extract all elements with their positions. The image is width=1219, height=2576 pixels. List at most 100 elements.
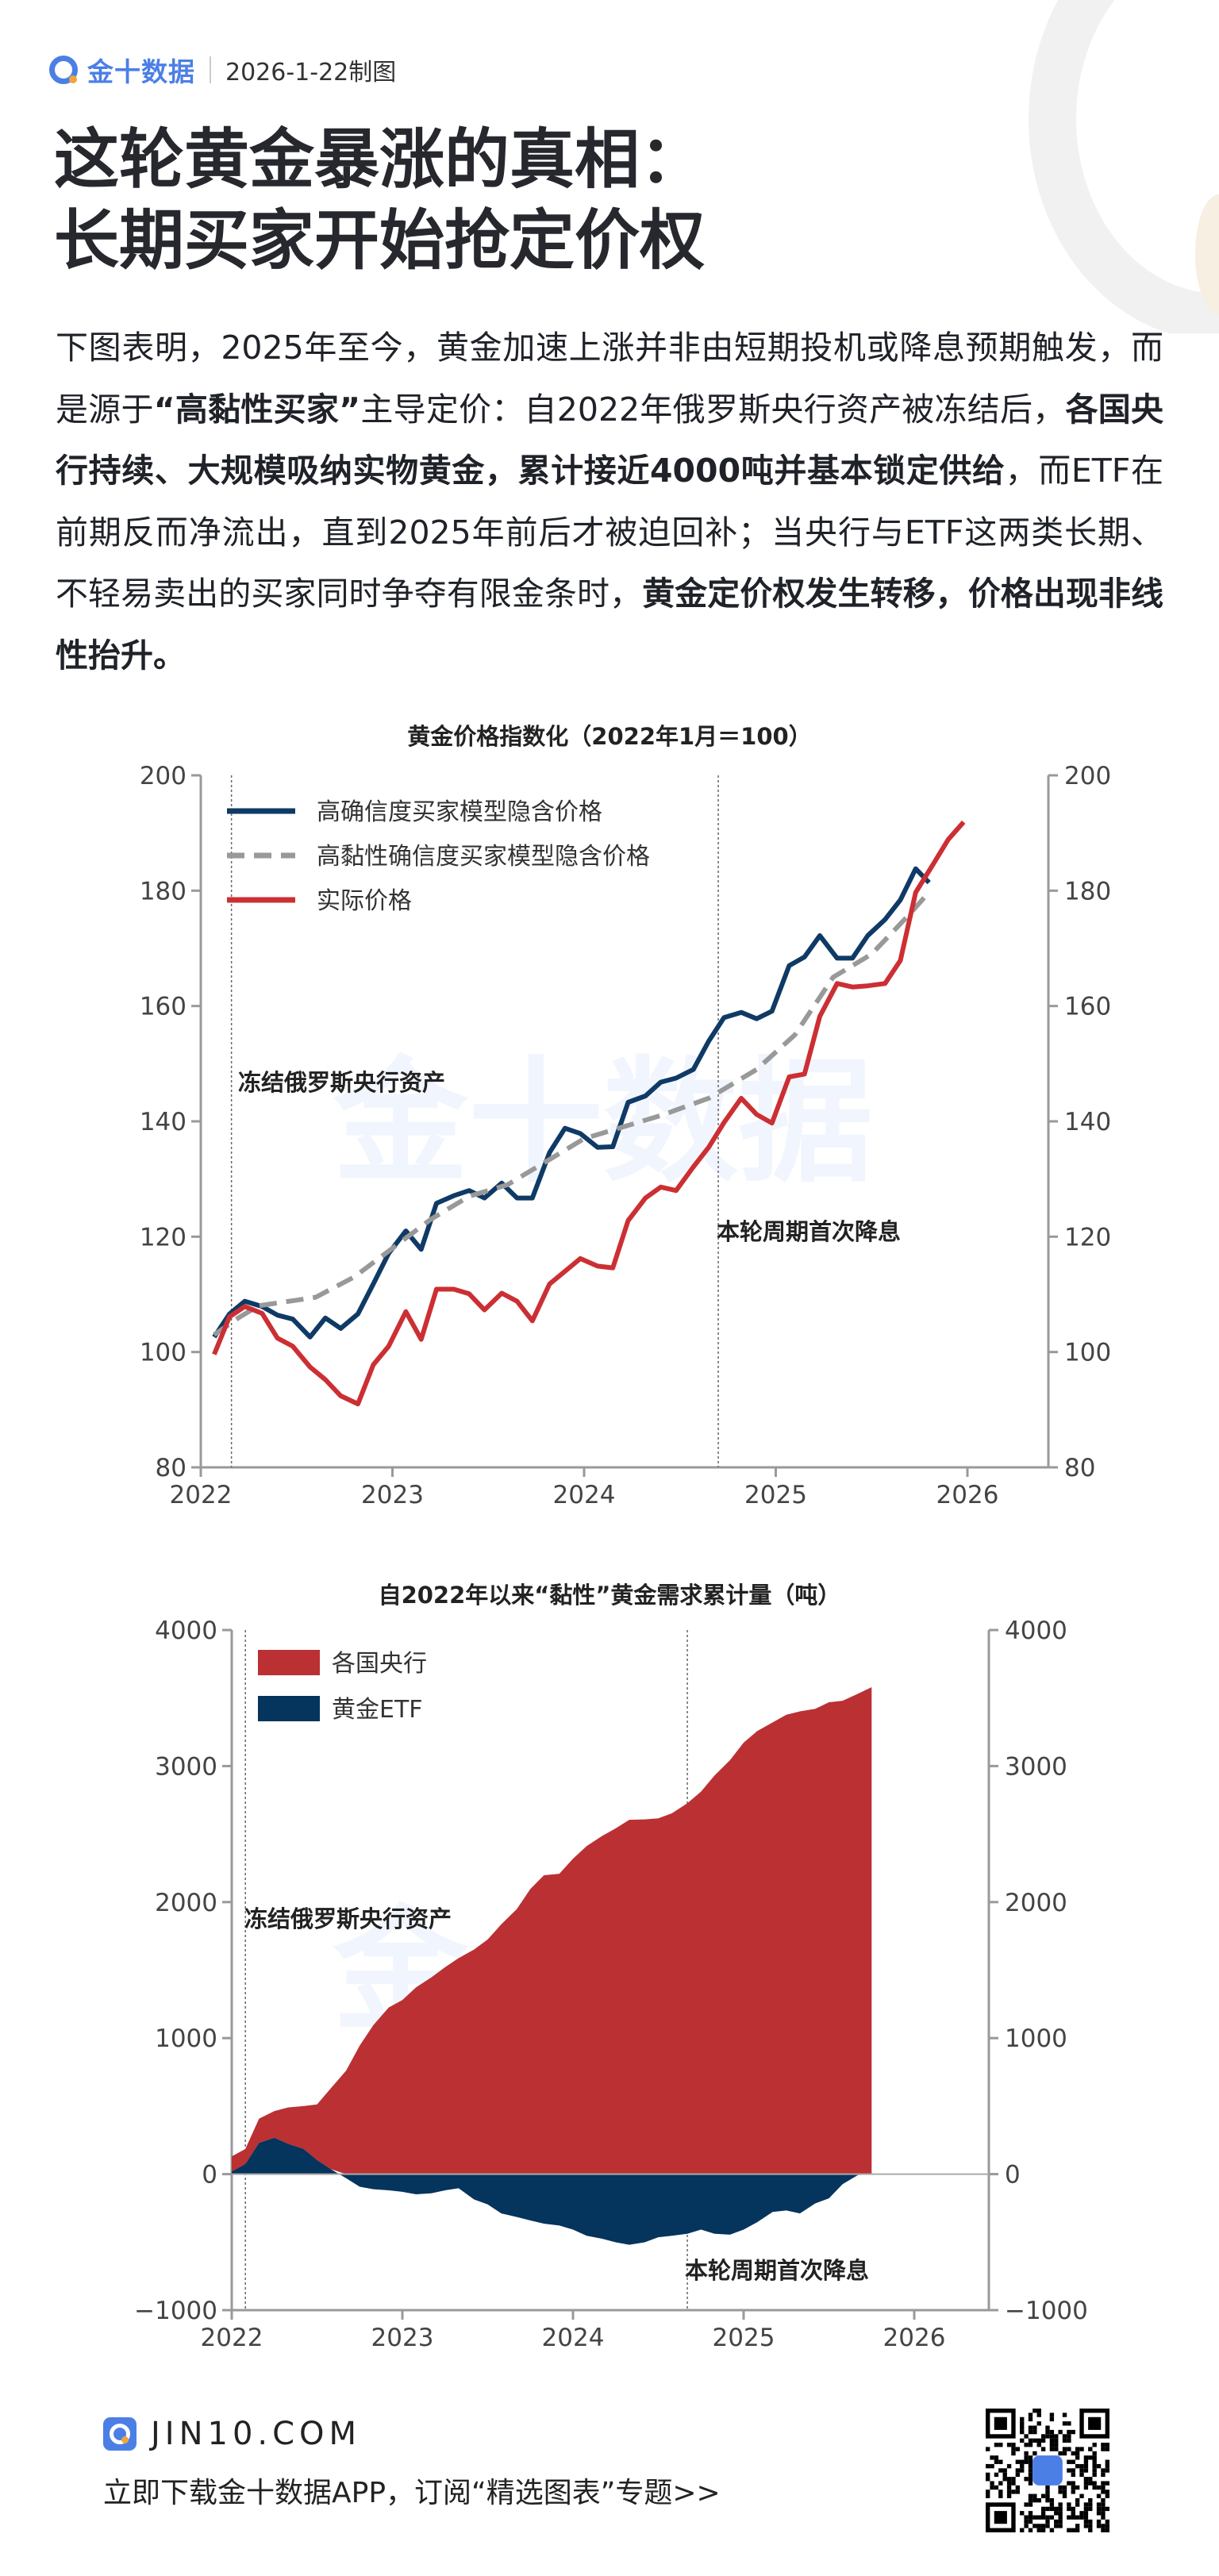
qr-module (1020, 2416, 1025, 2422)
qr-module (1101, 2515, 1106, 2520)
qr-module (1088, 2502, 1093, 2507)
qr-module (1011, 2477, 1016, 2482)
qr-module (1028, 2455, 1033, 2460)
qr-module (1040, 2528, 1046, 2532)
highlight-segment: 黄金定价权发生转移，价格出现非线性抬升。 (56, 575, 1164, 675)
qr-module (1083, 2485, 1089, 2490)
y-tick-label-right: −1000 (1005, 2297, 1088, 2325)
qr-module (1024, 2502, 1029, 2507)
qr-center-logo-icon (1032, 2455, 1063, 2486)
qr-module (1040, 2511, 1046, 2516)
decorative-logo-ring (1029, 0, 1219, 333)
y-tick-label-right: 2000 (1005, 1889, 1067, 1917)
qr-module (1105, 2528, 1109, 2532)
qr-module (990, 2481, 994, 2486)
qr-module (1028, 2416, 1033, 2422)
y-tick-label-right: 120 (1064, 1223, 1111, 1251)
qr-module (1071, 2515, 1075, 2520)
qr-finder (1088, 2416, 1102, 2430)
qr-code[interactable] (986, 2409, 1109, 2532)
qr-module (1028, 2443, 1033, 2447)
decorative-ring (1029, 0, 1219, 333)
legend-swatch (258, 1650, 320, 1675)
x-tick-label: 2025 (744, 1481, 807, 1509)
qr-module (1015, 2489, 1021, 2494)
qr-module (1101, 2485, 1106, 2490)
qr-module (1020, 2425, 1025, 2430)
x-tick-label: 2025 (713, 2324, 775, 2352)
qr-module (1040, 2524, 1046, 2528)
qr-module (1002, 2477, 1007, 2482)
qr-module (1067, 2438, 1071, 2443)
qr-module (1011, 2447, 1016, 2451)
y-tick-label: 200 (140, 762, 187, 790)
qr-module (986, 2489, 990, 2494)
qr-module (1083, 2524, 1089, 2528)
qr-module (1092, 2451, 1097, 2456)
qr-module (1049, 2438, 1055, 2443)
qr-module (1045, 2515, 1050, 2520)
qr-module (1028, 2497, 1033, 2503)
qr-module (1006, 2493, 1012, 2498)
qr-module (1079, 2447, 1084, 2451)
qr-module (1101, 2528, 1106, 2532)
series-line (212, 866, 931, 1340)
watermark: 金十数据 (333, 1044, 873, 1201)
qr-module (994, 2443, 999, 2447)
qr-module (1071, 2485, 1075, 2490)
legend-label: 各国央行 (332, 1650, 427, 1678)
central-banks-area (232, 1687, 872, 2174)
qr-module (1020, 2459, 1025, 2464)
event-annotation: 本轮周期首次降息 (685, 2257, 869, 2284)
qr-module (986, 2463, 990, 2469)
footer-cta[interactable]: 立即下载金十数据APP，订阅“精选图表”专题>> (103, 2477, 721, 2509)
y-tick-label-right: 3000 (1005, 1752, 1067, 1781)
text-segment: 下图表明，2025年至今，黄金加速上涨并非由短期投机或降息预期触发，而是源于 (56, 329, 1163, 429)
qr-module (986, 2477, 990, 2482)
x-tick-label: 2026 (883, 2324, 946, 2352)
qr-module (1032, 2493, 1037, 2498)
qr-module (1083, 2463, 1089, 2469)
qr-module (1067, 2502, 1071, 2507)
footer-site-link[interactable]: JIN10.COM (151, 2416, 362, 2452)
qr-module (1024, 2434, 1029, 2439)
y-tick-label: 4000 (155, 1617, 217, 1645)
qr-module (1006, 2489, 1012, 2494)
qr-module (1045, 2524, 1050, 2528)
qr-module (1024, 2451, 1029, 2456)
qr-module (1088, 2528, 1093, 2532)
legend-label: 黄金ETF (332, 1696, 423, 1724)
qr-module (1036, 2515, 1041, 2520)
qr-module (998, 2459, 1003, 2464)
x-tick-label: 2024 (553, 1481, 616, 1509)
qr-module (1058, 2511, 1063, 2516)
qr-module (1058, 2519, 1063, 2524)
qr-module (1083, 2477, 1089, 2482)
highlight-segment: “高黏性买家” (153, 390, 361, 429)
y-tick-label: 1000 (155, 2024, 217, 2053)
y-tick-label: 2000 (155, 1889, 217, 1917)
qr-module (1028, 2429, 1033, 2435)
qr-module (1040, 2506, 1046, 2512)
qr-module (1032, 2524, 1037, 2528)
qr-module (1101, 2497, 1106, 2503)
qr-module (1054, 2443, 1059, 2447)
qr-module (1101, 2443, 1106, 2447)
qr-module (1083, 2455, 1089, 2460)
qr-module (1088, 2519, 1093, 2524)
qr-module (1028, 2493, 1033, 2498)
qr-module (1062, 2451, 1067, 2456)
x-tick-label: 2022 (201, 2324, 263, 2352)
qr-module (1062, 2421, 1067, 2426)
qr-module (1105, 2447, 1109, 2451)
qr-module (1045, 2434, 1050, 2439)
qr-module (1092, 2481, 1097, 2486)
qr-module (1092, 2459, 1097, 2464)
qr-module (1071, 2481, 1075, 2486)
qr-module (1062, 2489, 1067, 2494)
qr-module (1032, 2425, 1037, 2430)
qr-finder (994, 2416, 1007, 2430)
qr-module (1036, 2421, 1041, 2426)
qr-module (1067, 2515, 1071, 2520)
sticky-demand-chart: 自2022年以来“黏性”黄金需求累计量（吨）金十数据−1000−10000010… (134, 1582, 1088, 2352)
